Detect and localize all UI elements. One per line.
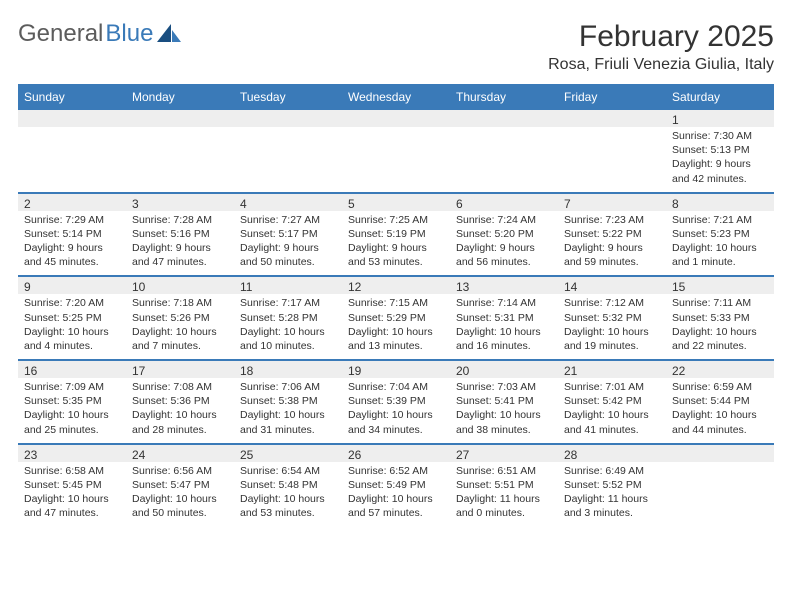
day-info: Sunrise: 7:08 AMSunset: 5:36 PMDaylight:… (126, 378, 234, 443)
day-headers: SundayMondayTuesdayWednesdayThursdayFrid… (18, 84, 774, 110)
date-number: 20 (450, 361, 558, 378)
date-number: 26 (342, 445, 450, 462)
day-info: Sunrise: 7:15 AMSunset: 5:29 PMDaylight:… (342, 294, 450, 359)
date-number: 23 (18, 445, 126, 462)
date-number: 17 (126, 361, 234, 378)
location: Rosa, Friuli Venezia Giulia, Italy (548, 56, 774, 74)
day-info: Sunrise: 7:20 AMSunset: 5:25 PMDaylight:… (18, 294, 126, 359)
calendar-week: 9101112131415 Sunrise: 7:20 AMSunset: 5:2… (18, 275, 774, 359)
date-number: 12 (342, 277, 450, 294)
date-number: 11 (234, 277, 342, 294)
date-number: 18 (234, 361, 342, 378)
date-number: 16 (18, 361, 126, 378)
date-number: 4 (234, 194, 342, 211)
date-number (342, 110, 450, 127)
day-info: Sunrise: 7:09 AMSunset: 5:35 PMDaylight:… (18, 378, 126, 443)
date-number: 8 (666, 194, 774, 211)
day-info: Sunrise: 7:21 AMSunset: 5:23 PMDaylight:… (666, 211, 774, 276)
date-number: 3 (126, 194, 234, 211)
day-info: Sunrise: 7:29 AMSunset: 5:14 PMDaylight:… (18, 211, 126, 276)
day-info: Sunrise: 7:24 AMSunset: 5:20 PMDaylight:… (450, 211, 558, 276)
logo-sail-icon (157, 24, 183, 44)
day-info (666, 462, 774, 527)
date-number: 28 (558, 445, 666, 462)
day-header: Sunday (18, 84, 126, 110)
day-info (234, 127, 342, 192)
day-info: Sunrise: 7:17 AMSunset: 5:28 PMDaylight:… (234, 294, 342, 359)
day-info (18, 127, 126, 192)
date-number: 13 (450, 277, 558, 294)
date-number: 25 (234, 445, 342, 462)
date-number: 14 (558, 277, 666, 294)
calendar-week: 232425262728 Sunrise: 6:58 AMSunset: 5:45… (18, 443, 774, 527)
day-header: Saturday (666, 84, 774, 110)
date-number: 19 (342, 361, 450, 378)
title-block: February 2025 Rosa, Friuli Venezia Giuli… (548, 20, 774, 74)
calendar-week: 16171819202122 Sunrise: 7:09 AMSunset: 5:… (18, 359, 774, 443)
date-number: 10 (126, 277, 234, 294)
date-number (234, 110, 342, 127)
day-info: Sunrise: 7:11 AMSunset: 5:33 PMDaylight:… (666, 294, 774, 359)
header: GeneralBlue February 2025 Rosa, Friuli V… (18, 20, 774, 74)
date-number: 24 (126, 445, 234, 462)
calendar-week: 1Sunrise: 7:30 AMSunset: 5:13 PMDaylight… (18, 110, 774, 192)
day-info: Sunrise: 6:56 AMSunset: 5:47 PMDaylight:… (126, 462, 234, 527)
date-number: 27 (450, 445, 558, 462)
day-info: Sunrise: 7:27 AMSunset: 5:17 PMDaylight:… (234, 211, 342, 276)
day-info: Sunrise: 7:12 AMSunset: 5:32 PMDaylight:… (558, 294, 666, 359)
date-number (666, 445, 774, 462)
day-header: Friday (558, 84, 666, 110)
day-header: Tuesday (234, 84, 342, 110)
day-info: Sunrise: 7:04 AMSunset: 5:39 PMDaylight:… (342, 378, 450, 443)
day-info: Sunrise: 7:14 AMSunset: 5:31 PMDaylight:… (450, 294, 558, 359)
day-info: Sunrise: 6:52 AMSunset: 5:49 PMDaylight:… (342, 462, 450, 527)
date-number (450, 110, 558, 127)
brand-part1: General (18, 20, 103, 48)
day-info: Sunrise: 7:25 AMSunset: 5:19 PMDaylight:… (342, 211, 450, 276)
day-info: Sunrise: 7:23 AMSunset: 5:22 PMDaylight:… (558, 211, 666, 276)
date-number: 9 (18, 277, 126, 294)
calendar-week: 2345678 Sunrise: 7:29 AMSunset: 5:14 PMDa… (18, 192, 774, 276)
day-info: Sunrise: 6:54 AMSunset: 5:48 PMDaylight:… (234, 462, 342, 527)
day-info (450, 127, 558, 192)
day-header: Wednesday (342, 84, 450, 110)
date-number (126, 110, 234, 127)
date-number (18, 110, 126, 127)
date-number: 2 (18, 194, 126, 211)
calendar: SundayMondayTuesdayWednesdayThursdayFrid… (18, 84, 774, 526)
date-number: 22 (666, 361, 774, 378)
day-info (558, 127, 666, 192)
date-number: 15 (666, 277, 774, 294)
day-info (342, 127, 450, 192)
date-number: 21 (558, 361, 666, 378)
brand-part2: Blue (105, 20, 153, 48)
day-header: Thursday (450, 84, 558, 110)
day-info: Sunrise: 7:18 AMSunset: 5:26 PMDaylight:… (126, 294, 234, 359)
day-info: Sunrise: 6:58 AMSunset: 5:45 PMDaylight:… (18, 462, 126, 527)
date-number: 6 (450, 194, 558, 211)
day-info: Sunrise: 7:01 AMSunset: 5:42 PMDaylight:… (558, 378, 666, 443)
day-info: Sunrise: 7:28 AMSunset: 5:16 PMDaylight:… (126, 211, 234, 276)
day-header: Monday (126, 84, 234, 110)
date-number: 1 (666, 110, 774, 127)
date-number: 5 (342, 194, 450, 211)
day-info (126, 127, 234, 192)
day-info: Sunrise: 7:03 AMSunset: 5:41 PMDaylight:… (450, 378, 558, 443)
day-info: Sunrise: 7:30 AMSunset: 5:13 PMDaylight:… (666, 127, 774, 192)
date-number: 7 (558, 194, 666, 211)
day-info: Sunrise: 6:59 AMSunset: 5:44 PMDaylight:… (666, 378, 774, 443)
brand-logo: GeneralBlue (18, 20, 183, 48)
month-title: February 2025 (548, 20, 774, 54)
day-info: Sunrise: 6:51 AMSunset: 5:51 PMDaylight:… (450, 462, 558, 527)
date-number (558, 110, 666, 127)
day-info: Sunrise: 7:06 AMSunset: 5:38 PMDaylight:… (234, 378, 342, 443)
day-info: Sunrise: 6:49 AMSunset: 5:52 PMDaylight:… (558, 462, 666, 527)
